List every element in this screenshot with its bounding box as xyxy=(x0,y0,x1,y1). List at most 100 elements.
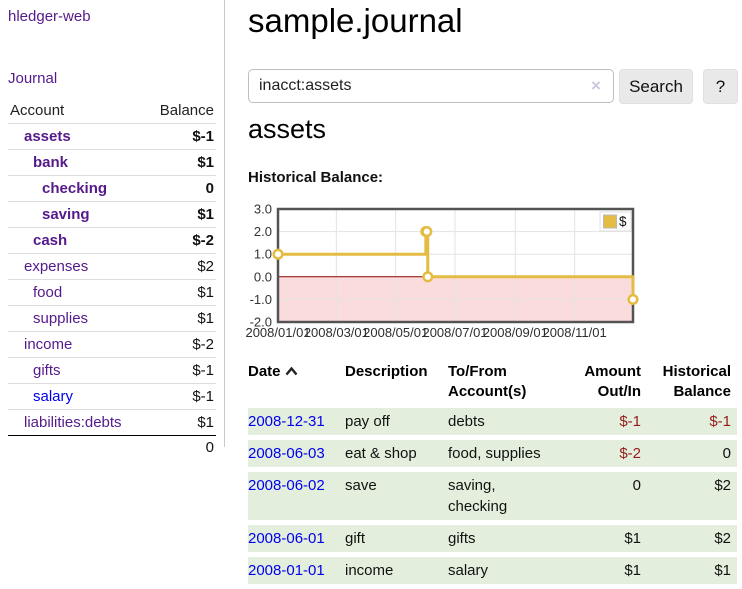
balance-chart-container: $3.0 2.0 1.0 0.0 -1.0 -2.0 2008/01/01 2008/03/0… xyxy=(245,202,648,343)
account-link[interactable]: salary xyxy=(33,388,74,405)
register-cell-amount: $-2 xyxy=(563,440,647,467)
svg-text:2008/07/01: 2008/07/01 xyxy=(422,325,487,340)
register-cell-amount: $1 xyxy=(563,525,647,552)
account-link[interactable]: saving xyxy=(42,206,90,223)
clear-search-icon[interactable]: × xyxy=(591,76,601,95)
account-row: food $1 xyxy=(8,279,216,306)
register-cell-description: save xyxy=(345,472,448,520)
register-cell-date: 2008-06-03 xyxy=(248,440,345,467)
register-cell-accounts: food, supplies xyxy=(448,440,563,467)
svg-text:2008/11/01: 2008/11/01 xyxy=(543,325,607,340)
register-cell-balance: $2 xyxy=(647,525,737,552)
register-cell-date: 2008-06-01 xyxy=(248,525,345,552)
search-input[interactable] xyxy=(248,69,614,103)
register-cell-amount: 0 xyxy=(563,472,647,520)
balance-column-header: Balance xyxy=(146,98,216,124)
account-link[interactable]: cash xyxy=(33,232,68,249)
account-row: assets $-1 xyxy=(8,123,216,150)
account-balance: $1 xyxy=(146,305,216,332)
account-table-body: assets $-1 bank $1 checking 0 saving $1 cash $-2 e… xyxy=(8,123,216,436)
register-row: 2008-01-01 income salary $1 $1 xyxy=(248,557,737,584)
account-link[interactable]: income xyxy=(24,336,73,353)
page-title: sample.journal xyxy=(248,2,463,39)
account-row: bank $1 xyxy=(8,149,216,176)
transaction-date-link[interactable]: 2008-06-02 xyxy=(248,477,325,494)
svg-text:$: $ xyxy=(619,214,627,229)
account-balance: $-2 xyxy=(146,331,216,358)
svg-text:-1.0: -1.0 xyxy=(250,292,272,307)
account-link[interactable]: assets xyxy=(24,128,71,145)
account-row: gifts $-1 xyxy=(8,357,216,384)
account-balance: $-2 xyxy=(146,227,216,254)
account-balance: $1 xyxy=(146,409,216,436)
register-cell-accounts: debts xyxy=(448,408,563,435)
main-content: sample.journal × Search ? assets Histori… xyxy=(245,0,742,584)
transaction-date-link[interactable]: 2008-06-03 xyxy=(248,445,325,462)
svg-text:3.0: 3.0 xyxy=(254,202,272,217)
account-link[interactable]: food xyxy=(33,284,63,301)
register-cell-description: gift xyxy=(345,525,448,552)
sidebar: hledger-web Journal Account Balance asse… xyxy=(0,0,225,456)
account-balance: 0 xyxy=(146,175,216,202)
search-button[interactable]: Search xyxy=(619,69,693,104)
account-balance: $-1 xyxy=(146,123,216,150)
account-row: salary $-1 xyxy=(8,383,216,410)
account-link[interactable]: bank xyxy=(33,154,69,171)
svg-text:2008/05/01: 2008/05/01 xyxy=(363,325,428,340)
sidebar-item-journal[interactable]: Journal xyxy=(8,70,58,87)
register-cell-accounts: salary xyxy=(448,557,563,584)
register-header-balance: Historical Balance xyxy=(662,363,731,400)
register-cell-date: 2008-06-02 xyxy=(248,472,345,520)
register-cell-accounts: gifts xyxy=(448,525,563,552)
balance-chart: $3.0 2.0 1.0 0.0 -1.0 -2.02008/01/012008/03/0… xyxy=(245,202,639,340)
account-balance: $-1 xyxy=(146,357,216,384)
account-link[interactable]: expenses xyxy=(24,258,89,275)
account-total-value: 0 xyxy=(205,439,214,456)
account-link[interactable]: checking xyxy=(42,180,108,197)
account-row: saving $1 xyxy=(8,201,216,228)
register-cell-balance: 0 xyxy=(647,440,737,467)
account-row: income $-2 xyxy=(8,331,216,358)
account-link[interactable]: gifts xyxy=(33,362,61,379)
help-button[interactable]: ? xyxy=(703,69,738,104)
account-link[interactable]: liabilities:debts xyxy=(24,414,122,431)
register-cell-balance: $1 xyxy=(647,557,737,584)
register-table: Date Description To/From Account(s) Amou… xyxy=(248,356,737,589)
register-cell-amount: $1 xyxy=(563,557,647,584)
transaction-date-link[interactable]: 2008-12-31 xyxy=(248,413,325,430)
svg-text:2008/03/01: 2008/03/01 xyxy=(304,325,369,340)
register-header-date[interactable]: Date xyxy=(248,361,345,403)
register-table-body: 2008-12-31 pay off debts $-1 $-1 2008-06-03 ea… xyxy=(248,408,737,584)
account-row: expenses $2 xyxy=(8,253,216,280)
account-row: supplies $1 xyxy=(8,305,216,332)
account-row: cash $-2 xyxy=(8,227,216,254)
account-balance: $1 xyxy=(146,201,216,228)
register-cell-accounts: saving, checking xyxy=(448,472,563,520)
register-header-description: Description xyxy=(345,363,428,380)
register-row: 2008-12-31 pay off debts $-1 $-1 xyxy=(248,408,737,435)
account-link[interactable]: supplies xyxy=(33,310,89,327)
register-cell-balance: $2 xyxy=(647,472,737,520)
register-cell-balance: $-1 xyxy=(647,408,737,435)
sort-asc-icon xyxy=(285,362,298,382)
account-balance: $-1 xyxy=(146,383,216,410)
account-balance: $1 xyxy=(146,149,216,176)
account-heading: assets xyxy=(248,114,327,144)
account-balance: $1 xyxy=(146,279,216,306)
register-cell-date: 2008-01-01 xyxy=(248,557,345,584)
svg-text:2.0: 2.0 xyxy=(254,224,272,239)
register-cell-description: income xyxy=(345,557,448,584)
register-row: 2008-06-03 eat & shop food, supplies $-2 0 xyxy=(248,440,737,467)
svg-text:-2.0: -2.0 xyxy=(250,315,272,330)
register-cell-description: pay off xyxy=(345,408,448,435)
transaction-date-link[interactable]: 2008-06-01 xyxy=(248,530,325,547)
register-header-accounts: To/From Account(s) xyxy=(448,363,527,400)
register-row: 2008-06-01 gift gifts $1 $2 xyxy=(248,525,737,552)
register-row: 2008-06-02 save saving, checking 0 $2 xyxy=(248,472,737,520)
register-cell-date: 2008-12-31 xyxy=(248,408,345,435)
svg-text:0.0: 0.0 xyxy=(254,269,272,284)
app-brand-link[interactable]: hledger-web xyxy=(8,8,91,25)
account-row: liabilities:debts $1 xyxy=(8,409,216,436)
register-cell-amount: $-1 xyxy=(563,408,647,435)
transaction-date-link[interactable]: 2008-01-01 xyxy=(248,562,325,579)
